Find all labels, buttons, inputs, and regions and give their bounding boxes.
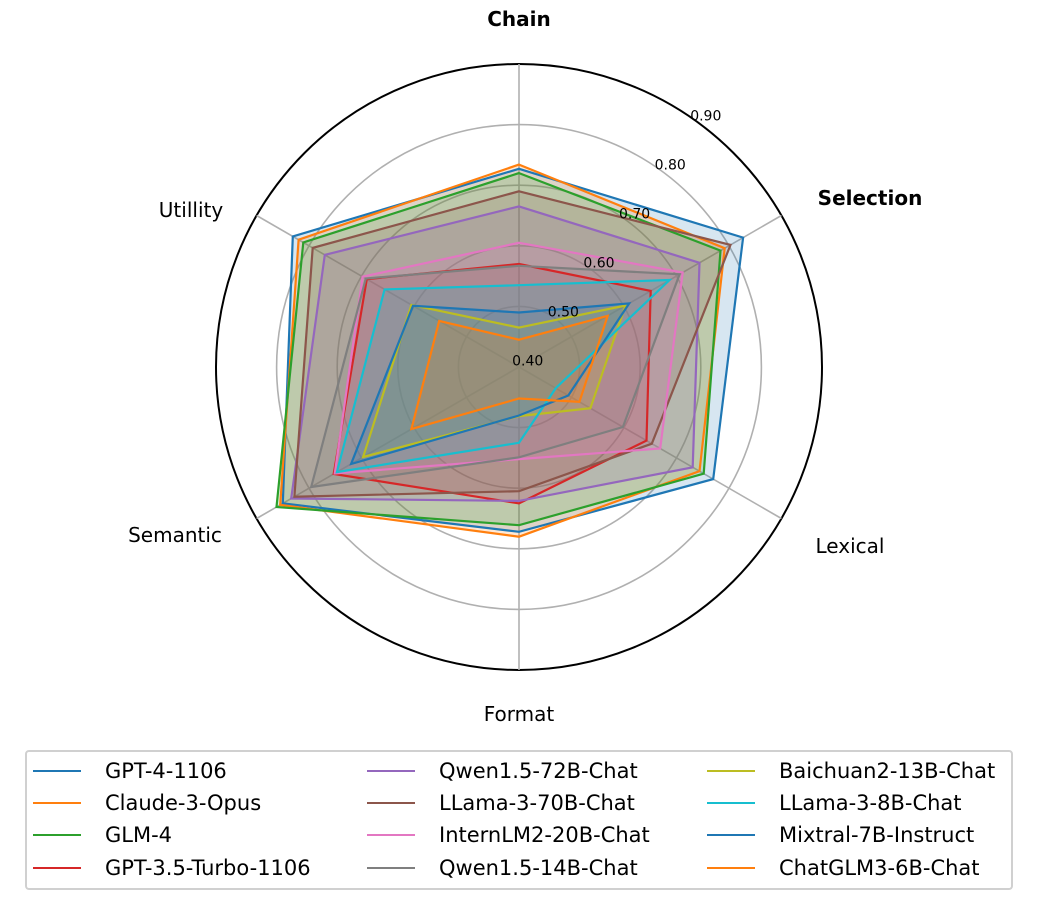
legend-label: ChatGLM3-6B-Chat	[779, 856, 980, 880]
radial-tick-label: 0.80	[655, 157, 686, 173]
axis-label-lexical: Lexical	[816, 534, 885, 558]
series-fill	[280, 164, 725, 537]
axis-label-format: Format	[484, 702, 555, 726]
legend-label: GPT-4-1106	[105, 759, 227, 783]
series-outline	[333, 241, 684, 475]
series-outline	[289, 205, 701, 503]
radar-chart: 0.40 0.50 0.60 0.70 0.80 0.90 Chain Selection L…	[128, 7, 922, 726]
legend-label: Claude-3-Opus	[105, 791, 262, 815]
radar-series	[275, 163, 745, 538]
series-outline	[275, 171, 722, 527]
radial-tick-labels: 0.40 0.50 0.60 0.70 0.80 0.90	[512, 108, 721, 369]
series-fill	[334, 242, 683, 474]
series-outline	[279, 163, 726, 538]
legend-line-icon	[367, 834, 415, 836]
legend-label: Mixtral-7B-Instruct	[779, 823, 975, 847]
series-fill	[276, 173, 721, 526]
legend-item: Claude-3-Opus	[33, 787, 261, 819]
legend-item: LLama-3-70B-Chat	[367, 787, 635, 819]
legend: GPT-4-1106 Claude-3-Opus GLM-4 GPT-3.5-T…	[25, 750, 1013, 890]
axis-label-semantic: Semantic	[128, 523, 222, 547]
radial-tick-label: 0.50	[548, 305, 579, 321]
radar-grid	[215, 63, 823, 671]
legend-line-icon	[367, 770, 415, 772]
legend-item: ChatGLM3-6B-Chat	[707, 852, 980, 884]
series-fill	[282, 168, 744, 532]
series-outline	[293, 190, 732, 498]
legend-line-icon	[367, 867, 415, 869]
series-fill	[336, 280, 670, 473]
legend-item: GPT-3.5-Turbo-1106	[33, 852, 311, 884]
series-fill	[363, 304, 626, 457]
legend-line-icon	[33, 770, 81, 772]
legend-item: Baichuan2-13B-Chat	[707, 755, 995, 787]
axis-spoke	[256, 214, 520, 368]
radial-tick-label: 0.90	[690, 108, 721, 124]
series-outline	[409, 314, 610, 431]
legend-line-icon	[33, 867, 81, 869]
axis-label-utillity: Utillity	[159, 198, 224, 222]
legend-label: InternLM2-20B-Chat	[439, 823, 650, 847]
legend-line-icon	[33, 834, 81, 836]
legend-label: Qwen1.5-14B-Chat	[439, 856, 638, 880]
radial-tick-label: 0.40	[512, 354, 543, 370]
legend-item: LLama-3-8B-Chat	[707, 787, 962, 819]
series-outline	[335, 278, 673, 474]
legend-grid: GPT-4-1106 Claude-3-Opus GLM-4 GPT-3.5-T…	[27, 752, 1011, 888]
legend-label: Qwen1.5-72B-Chat	[439, 759, 638, 783]
axis-labels: Chain Selection Lexical Format Semantic Utill…	[128, 7, 922, 726]
axis-label-chain: Chain	[487, 7, 551, 31]
legend-line-icon	[707, 802, 755, 804]
legend-item: Qwen1.5-14B-Chat	[367, 852, 638, 884]
series-outline	[281, 167, 745, 533]
legend-line-icon	[33, 802, 81, 804]
legend-line-icon	[707, 770, 755, 772]
legend-item: Mixtral-7B-Instruct	[707, 819, 974, 851]
radial-tick-label: 0.70	[619, 206, 650, 222]
axis-spoke	[518, 366, 782, 520]
legend-label: GPT-3.5-Turbo-1106	[105, 856, 311, 880]
series-fill	[351, 303, 630, 464]
series-outline	[309, 264, 682, 489]
legend-label: LLama-3-70B-Chat	[439, 791, 635, 815]
legend-label: LLama-3-8B-Chat	[779, 791, 962, 815]
series-fill	[411, 315, 608, 430]
legend-item: InternLM2-20B-Chat	[367, 819, 650, 851]
legend-label: Baichuan2-13B-Chat	[779, 759, 996, 783]
axis-label-selection: Selection	[818, 186, 923, 210]
legend-label: GLM-4	[105, 823, 173, 847]
legend-item: GPT-4-1106	[33, 755, 227, 787]
legend-line-icon	[367, 802, 415, 804]
legend-item: Qwen1.5-72B-Chat	[367, 755, 638, 787]
radial-tick-label: 0.60	[583, 255, 614, 271]
series-outline	[349, 302, 632, 466]
axis-spoke	[256, 366, 520, 520]
legend-line-icon	[707, 834, 755, 836]
legend-line-icon	[707, 867, 755, 869]
legend-item: GLM-4	[33, 819, 172, 851]
